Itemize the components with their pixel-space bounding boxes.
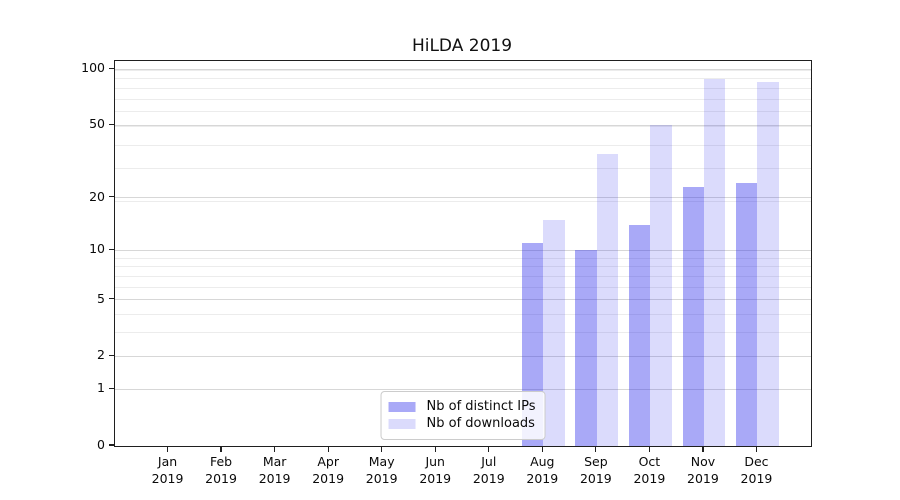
legend-item-distinct-ips: Nb of distinct IPs <box>388 398 536 415</box>
gridline-minor <box>115 87 811 89</box>
y-tick-mark <box>109 298 114 300</box>
x-tick-label: Jul 2019 <box>472 454 505 486</box>
y-tick-mark <box>109 387 114 390</box>
x-tick-mark <box>274 446 276 452</box>
x-tick-mark <box>488 446 490 452</box>
legend-swatch-downloads <box>388 418 416 429</box>
bar-distinct-ips-oct <box>628 225 651 446</box>
bar-distinct-ips-dec <box>736 183 758 446</box>
gridline-major <box>115 249 811 251</box>
y-tick-label: 0 <box>97 437 105 452</box>
gridline-major <box>115 68 811 70</box>
y-tick-mark <box>109 123 114 125</box>
y-tick-label: 20 <box>89 188 105 204</box>
bars-layer <box>115 61 811 446</box>
gridline-minor <box>115 286 811 288</box>
y-tick-label: 5 <box>97 290 105 306</box>
gridline-minor <box>115 126 811 128</box>
y-tick-label: 50 <box>89 116 105 132</box>
x-tick-label: Dec 2019 <box>740 454 773 486</box>
x-tick-label: Jan 2019 <box>151 454 184 486</box>
gridline-major <box>115 299 811 301</box>
gridline-major <box>115 388 811 390</box>
x-tick-mark <box>755 446 758 452</box>
gridlines-layer <box>115 61 811 446</box>
x-tick-mark <box>595 446 597 452</box>
gridline-minor <box>115 332 811 334</box>
x-tick-mark <box>220 446 222 452</box>
y-tick-mark <box>109 67 114 70</box>
x-tick-mark <box>327 446 329 452</box>
bar-distinct-ips-nov <box>682 186 704 446</box>
y-tick-label: 100 <box>81 60 105 76</box>
x-tick-label: Mar 2019 <box>258 454 291 486</box>
x-tick-mark <box>541 446 543 452</box>
y-tick-mark <box>109 444 114 446</box>
gridline-minor <box>115 266 811 268</box>
chart-title: HiLDA 2019 <box>411 36 513 56</box>
x-tick-mark <box>702 446 704 452</box>
gridline-minor <box>115 98 811 100</box>
x-tick-label: May 2019 <box>365 454 398 486</box>
gridline-major <box>115 355 811 357</box>
gridline-minor <box>115 111 811 113</box>
legend-swatch-distinct-ips <box>388 401 416 412</box>
gridline-major <box>115 197 811 199</box>
x-tick-label: Sep 2019 <box>579 454 612 486</box>
gridline-minor <box>115 314 811 316</box>
y-tick-label: 10 <box>89 241 105 257</box>
x-tick-label: Oct 2019 <box>633 454 666 486</box>
y-tick-mark <box>109 354 114 356</box>
x-tick-label: Feb 2019 <box>205 454 237 486</box>
y-tick-mark <box>109 195 114 198</box>
gridline-minor <box>115 69 811 71</box>
x-tick-mark <box>648 446 650 452</box>
plot-area: Nb of distinct IPs Nb of downloads <box>114 60 812 447</box>
x-tick-label: Nov 2019 <box>687 454 719 486</box>
x-tick-label: Aug 2019 <box>526 454 559 486</box>
bar-downloads-dec <box>757 81 779 446</box>
x-tick-label: Jun 2019 <box>419 454 452 486</box>
y-tick-mark <box>109 248 114 250</box>
x-tick-mark <box>434 446 436 452</box>
gridline-minor <box>115 78 811 80</box>
x-tick-mark <box>166 446 169 452</box>
gridline-minor <box>115 275 811 277</box>
bar-downloads-nov <box>703 78 726 446</box>
gridline-minor <box>115 167 811 169</box>
bar-downloads-oct <box>650 125 672 446</box>
x-tick-label: Apr 2019 <box>312 454 345 486</box>
bar-downloads-aug <box>543 219 565 446</box>
gridline-minor <box>115 144 811 146</box>
legend-label-downloads: Nb of downloads <box>426 416 535 431</box>
legend-item-downloads: Nb of downloads <box>388 415 536 432</box>
bar-downloads-sep <box>596 153 619 446</box>
gridline-minor <box>115 201 811 203</box>
gridline-major <box>115 124 811 126</box>
y-tick-label: 2 <box>97 347 105 363</box>
gridline-minor <box>115 257 811 259</box>
bar-distinct-ips-sep <box>575 250 597 446</box>
legend: Nb of distinct IPs Nb of downloads <box>380 391 546 440</box>
legend-label-distinct-ips: Nb of distinct IPs <box>426 399 536 414</box>
x-tick-mark <box>381 446 383 452</box>
y-tick-label: 1 <box>97 380 105 396</box>
